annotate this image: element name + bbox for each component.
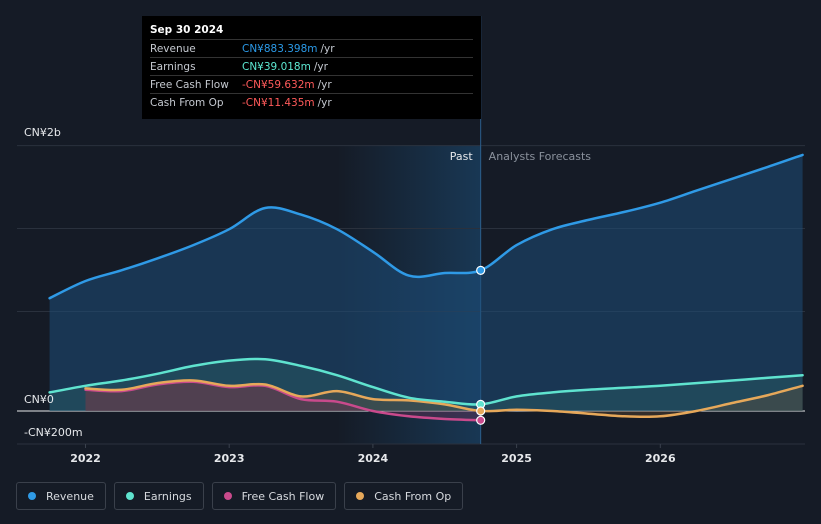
legend-label: Revenue [46,489,94,503]
earnings-area [49,358,803,411]
cash-from-op-dot-icon [356,492,365,500]
legend-label: Free Cash Flow [241,489,325,503]
tooltip-row-revenue: Revenue CN¥883.398m /yr [150,39,473,57]
earnings-line [48,357,804,406]
tooltip-row-cash-from-op: Cash From Op -CN¥11.435m /yr [150,93,473,111]
tooltip-label: Revenue [150,42,196,55]
tooltip-unit: /yr [317,96,332,109]
earnings-dot-icon [125,492,134,500]
tooltip-value: CN¥39.018m [242,60,311,73]
tooltip-unit: /yr [320,42,335,55]
tooltip-date: Sep 30 2024 [150,24,224,36]
tooltip-label: Cash From Op [150,96,224,109]
tooltip-value: CN¥883.398m [242,42,318,55]
x-tick-label: 2026 [645,452,676,465]
legend-label: Cash From Op [374,489,452,503]
tooltip-unit: /yr [317,78,332,91]
x-tick-label: 2023 [214,452,245,465]
revenue-area [49,154,803,411]
revenue-line [48,153,804,300]
revenue-dot-icon [28,492,36,500]
free-cash-flow-dot-icon [223,492,232,500]
tooltip: Sep 30 2024 Revenue CN¥883.398m /yr Earn… [142,16,481,119]
legend-item-earnings[interactable]: Earnings [113,482,204,510]
x-tick-label: 2022 [70,452,101,465]
legend-label: Earnings [143,489,192,503]
x-tick-label: 2024 [358,452,389,465]
tooltip-value: -CN¥11.435m [242,96,315,109]
revenue-marker [476,265,486,275]
cash-from-op-line [84,379,804,419]
legend-item-free-cash-flow[interactable]: Free Cash Flow [211,482,337,510]
y-tick-label: CN¥0 [24,393,54,406]
forecast-label: Analysts Forecasts [489,150,592,163]
legend: Revenue Earnings Free Cash Flow Cash Fro… [16,482,471,510]
tooltip-row-earnings: Earnings CN¥39.018m /yr [150,57,473,75]
tooltip-label: Earnings [150,60,196,73]
cash-from-op-area [85,380,803,417]
past-label: Past [450,150,474,163]
tooltip-value: -CN¥59.632m [242,78,315,91]
cash-from-op-marker [476,406,486,416]
y-tick-label: CN¥2b [24,126,61,139]
free-cash-flow-area [85,381,481,421]
free-cash-flow-marker [476,415,486,425]
tooltip-label: Free Cash Flow [150,78,229,91]
tooltip-unit: /yr [313,60,328,73]
tooltip-row-free-cash-flow: Free Cash Flow -CN¥59.632m /yr [150,75,473,93]
legend-item-cash-from-op[interactable]: Cash From Op [344,482,464,510]
free-cash-flow-line [84,380,482,422]
x-tick-label: 2025 [501,452,532,465]
y-tick-label: -CN¥200m [24,426,83,439]
legend-item-revenue[interactable]: Revenue [16,482,106,510]
